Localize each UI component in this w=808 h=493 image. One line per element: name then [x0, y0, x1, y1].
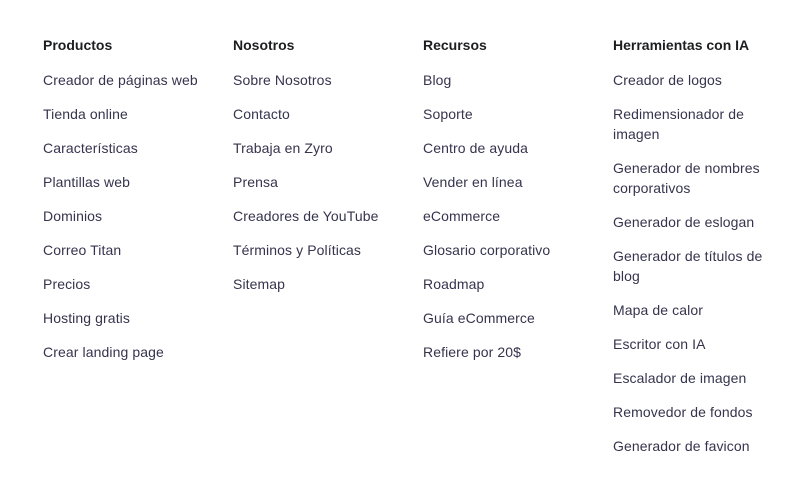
- link-removedor-de-fondos[interactable]: Removedor de fondos: [613, 404, 753, 420]
- list-item: Características: [43, 138, 218, 158]
- list-item: Centro de ayuda: [423, 138, 598, 158]
- list-item: Trabaja en Zyro: [233, 138, 408, 158]
- list-item: Generador de títulos de blog: [613, 246, 778, 286]
- link-refiere-por-20[interactable]: Refiere por 20$: [423, 344, 522, 360]
- footer-column-nosotros: Nosotros Sobre Nosotros Contacto Trabaja…: [233, 36, 408, 308]
- link-list-nosotros: Sobre Nosotros Contacto Trabaja en Zyro …: [233, 70, 408, 294]
- link-plantillas-web[interactable]: Plantillas web: [43, 174, 130, 190]
- list-item: Creador de páginas web: [43, 70, 218, 90]
- list-item: Prensa: [233, 172, 408, 192]
- link-sobre-nosotros[interactable]: Sobre Nosotros: [233, 72, 332, 88]
- link-hosting-gratis[interactable]: Hosting gratis: [43, 310, 130, 326]
- list-item: Términos y Políticas: [233, 240, 408, 260]
- list-item: Creadores de YouTube: [233, 206, 408, 226]
- list-item: Sobre Nosotros: [233, 70, 408, 90]
- link-escalador-de-imagen[interactable]: Escalador de imagen: [613, 370, 747, 386]
- list-item: Crear landing page: [43, 342, 218, 362]
- list-item: Guía eCommerce: [423, 308, 598, 328]
- link-vender-en-linea[interactable]: Vender en línea: [423, 174, 523, 190]
- column-title-recursos: Recursos: [423, 37, 487, 53]
- column-title-productos: Productos: [43, 37, 113, 53]
- link-list-recursos: Blog Soporte Centro de ayuda Vender en l…: [423, 70, 598, 362]
- link-mapa-de-calor[interactable]: Mapa de calor: [613, 302, 704, 318]
- link-generador-de-eslogan[interactable]: Generador de eslogan: [613, 214, 755, 230]
- link-prensa[interactable]: Prensa: [233, 174, 278, 190]
- list-item: Escalador de imagen: [613, 368, 778, 388]
- link-generador-nombres-corporativos[interactable]: Generador de nombres corporativos: [613, 160, 760, 196]
- list-item: Dominios: [43, 206, 218, 226]
- list-item: Sitemap: [233, 274, 408, 294]
- link-dominios[interactable]: Dominios: [43, 208, 103, 224]
- list-item: Plantillas web: [43, 172, 218, 192]
- link-terminos-politicas[interactable]: Términos y Políticas: [233, 242, 362, 258]
- list-item: Redimensionador de imagen: [613, 104, 778, 144]
- list-item: Creador de logos: [613, 70, 778, 90]
- list-item: Removedor de fondos: [613, 402, 778, 422]
- list-item: Glosario corporativo: [423, 240, 598, 260]
- link-list-productos: Creador de páginas web Tienda online Car…: [43, 70, 218, 362]
- list-item: Generador de favicon: [613, 436, 778, 456]
- link-blog[interactable]: Blog: [423, 72, 452, 88]
- list-item: Correo Titan: [43, 240, 218, 260]
- list-item: Tienda online: [43, 104, 218, 124]
- link-generador-de-favicon[interactable]: Generador de favicon: [613, 438, 750, 454]
- footer-column-recursos: Recursos Blog Soporte Centro de ayuda Ve…: [423, 36, 598, 376]
- column-title-nosotros: Nosotros: [233, 37, 295, 53]
- link-centro-de-ayuda[interactable]: Centro de ayuda: [423, 140, 529, 156]
- list-item: Mapa de calor: [613, 300, 778, 320]
- column-title-herramientas-ia: Herramientas con IA: [613, 37, 750, 53]
- link-escritor-con-ia[interactable]: Escritor con IA: [613, 336, 706, 352]
- link-tienda-online[interactable]: Tienda online: [43, 106, 128, 122]
- link-roadmap[interactable]: Roadmap: [423, 276, 485, 292]
- link-redimensionador-imagen[interactable]: Redimensionador de imagen: [613, 106, 744, 142]
- list-item: Blog: [423, 70, 598, 90]
- list-item: eCommerce: [423, 206, 598, 226]
- link-generador-titulos-blog[interactable]: Generador de títulos de blog: [613, 248, 763, 284]
- footer-column-productos: Productos Creador de páginas web Tienda …: [43, 36, 218, 376]
- link-crear-landing-page[interactable]: Crear landing page: [43, 344, 164, 360]
- footer-column-herramientas-ia: Herramientas con IA Creador de logos Red…: [613, 36, 778, 470]
- list-item: Vender en línea: [423, 172, 598, 192]
- link-creador-paginas-web[interactable]: Creador de páginas web: [43, 72, 198, 88]
- list-item: Generador de nombres corporativos: [613, 158, 778, 198]
- link-sitemap[interactable]: Sitemap: [233, 276, 286, 292]
- link-creador-de-logos[interactable]: Creador de logos: [613, 72, 722, 88]
- link-precios[interactable]: Precios: [43, 276, 91, 292]
- list-item: Generador de eslogan: [613, 212, 778, 232]
- list-item: Refiere por 20$: [423, 342, 598, 362]
- link-trabaja-en-zyro[interactable]: Trabaja en Zyro: [233, 140, 333, 156]
- list-item: Escritor con IA: [613, 334, 778, 354]
- link-list-herramientas-ia: Creador de logos Redimensionador de imag…: [613, 70, 778, 456]
- link-guia-ecommerce[interactable]: Guía eCommerce: [423, 310, 535, 326]
- link-glosario-corporativo[interactable]: Glosario corporativo: [423, 242, 551, 258]
- link-correo-titan[interactable]: Correo Titan: [43, 242, 122, 258]
- link-contacto[interactable]: Contacto: [233, 106, 290, 122]
- list-item: Contacto: [233, 104, 408, 124]
- list-item: Hosting gratis: [43, 308, 218, 328]
- link-creadores-youtube[interactable]: Creadores de YouTube: [233, 208, 379, 224]
- list-item: Precios: [43, 274, 218, 294]
- list-item: Roadmap: [423, 274, 598, 294]
- link-ecommerce[interactable]: eCommerce: [423, 208, 501, 224]
- list-item: Soporte: [423, 104, 598, 124]
- link-soporte[interactable]: Soporte: [423, 106, 473, 122]
- link-caracteristicas[interactable]: Características: [43, 140, 138, 156]
